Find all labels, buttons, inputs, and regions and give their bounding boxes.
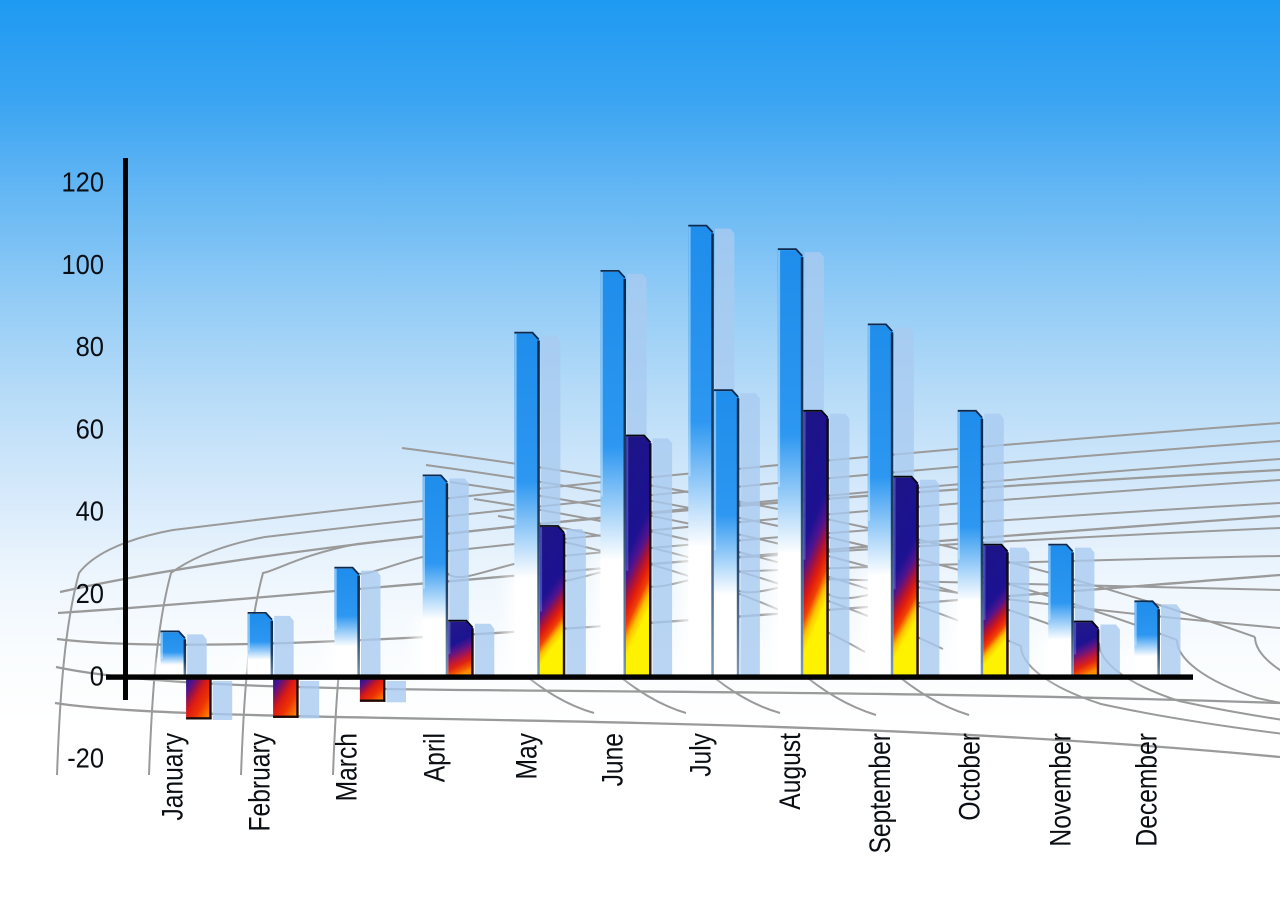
svg-text:December: December [1130, 733, 1163, 847]
svg-text:November: November [1044, 733, 1077, 847]
svg-text:60: 60 [76, 413, 104, 444]
svg-text:-20: -20 [67, 743, 104, 774]
svg-text:June: June [597, 733, 630, 786]
svg-text:0: 0 [90, 660, 104, 691]
svg-text:May: May [510, 733, 543, 780]
svg-text:July: July [684, 733, 717, 777]
svg-text:80: 80 [76, 331, 104, 362]
svg-text:20: 20 [76, 578, 104, 609]
svg-text:120: 120 [62, 167, 105, 198]
svg-text:January: January [157, 733, 190, 821]
svg-text:April: April [419, 733, 452, 782]
svg-text:October: October [954, 733, 987, 821]
svg-text:40: 40 [76, 496, 104, 527]
svg-text:September: September [864, 733, 897, 854]
svg-text:February: February [244, 733, 277, 832]
svg-text:August: August [774, 732, 807, 809]
svg-text:100: 100 [62, 249, 105, 280]
svg-text:March: March [330, 733, 363, 801]
